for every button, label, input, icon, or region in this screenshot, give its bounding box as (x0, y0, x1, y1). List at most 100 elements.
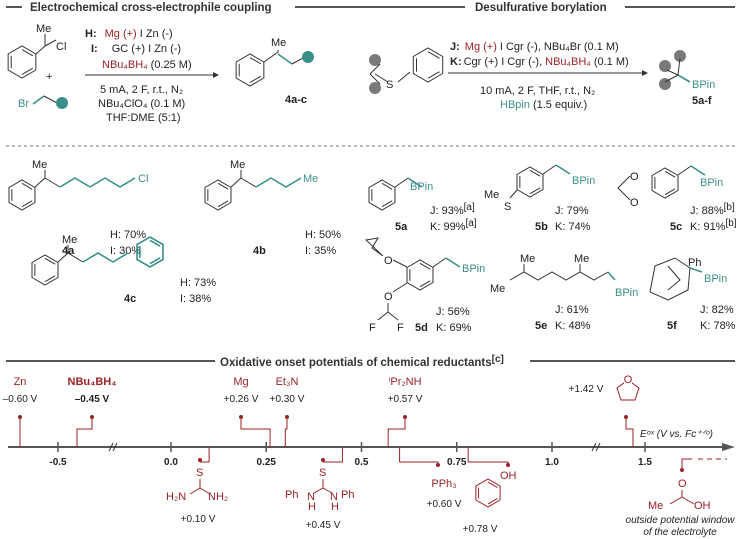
yield-value: H: 70% (110, 229, 146, 241)
atom-label: NH₂ (208, 491, 228, 503)
reductant-marker: OH +0.78 V (463, 447, 517, 535)
bond (607, 271, 616, 281)
marker-dot (321, 458, 325, 462)
atom-label: S (196, 467, 203, 479)
yield-line-1: H: 50% (305, 229, 341, 241)
yield-value: I: 30% (110, 245, 141, 257)
bond (313, 479, 333, 494)
note-text: outside potential window (626, 515, 736, 526)
bond (392, 259, 408, 268)
yield-value: I: 38% (180, 293, 211, 305)
atom-label: Me (230, 159, 245, 171)
yield-value: K: 99% (430, 221, 466, 233)
atom-label: Me (490, 283, 505, 295)
yield-value: K: 74% (555, 221, 591, 233)
atom-label: F (369, 322, 376, 334)
compound-label: 5a-f (692, 95, 712, 107)
atom-label: BPin (704, 273, 727, 285)
double-bond (529, 169, 541, 177)
potential-value: +0.26 V (224, 394, 259, 405)
yield-value: J: 56% (436, 306, 470, 318)
reductant-name: NBu₄BH₄ (68, 376, 117, 388)
atom-label: Me (32, 159, 47, 171)
yield-value: K: 91% (690, 221, 726, 233)
atom-label: Me (303, 173, 318, 185)
benzene-ring (475, 478, 501, 508)
yield-value: I: 35% (305, 245, 336, 257)
connector-line (284, 417, 288, 447)
compound-label: 4a (62, 245, 75, 257)
tick-label: 0.75 (447, 457, 467, 468)
bond (509, 264, 609, 281)
atom-label: BPin (462, 263, 485, 275)
yield-line-1: H: 70% (110, 229, 146, 241)
header-borylation-text: Desulfurative borylation (475, 2, 607, 14)
bond (669, 490, 695, 505)
cond-line1: 5 mA, 2 F, r.t., N₂ (100, 84, 183, 96)
bond (189, 479, 211, 495)
double-bond (381, 182, 393, 190)
yield-line-1: H: 73% (180, 277, 216, 289)
double-bond (217, 182, 229, 190)
connector-line (322, 447, 343, 463)
double-bond (664, 170, 676, 178)
borylation-reaction: S J: Mg (+) I Cgr (-), NBu₄Br (0.1 M) K: Cg… (369, 41, 715, 111)
marker-dot (198, 458, 202, 462)
double-bond (21, 182, 33, 190)
benzene-ring (31, 254, 59, 286)
yield-value: H: 50% (305, 229, 341, 241)
compound-label: 5f (667, 320, 677, 332)
connector-line (240, 417, 271, 447)
reductant-marker: Mg +0.26 V (224, 376, 271, 447)
reductant-name: PPh₃ (431, 478, 456, 490)
cond-line1: 10 mA, 2 F, THF, r.t., N₂ (480, 85, 595, 97)
bond (432, 257, 447, 268)
yield-value: J: 79% (555, 205, 589, 217)
atom-label: O (630, 197, 639, 209)
yield-value: J: 93% (430, 205, 464, 217)
bond (392, 282, 408, 293)
atom-label: Me (574, 253, 589, 265)
substituent-dot (56, 97, 68, 109)
bond (82, 252, 129, 263)
bond (34, 170, 61, 188)
reductant-marker: O +1.42 V (569, 374, 640, 447)
axis-label: Eᵒˣ (V vs. Fc⁺ᐟᵒ) (640, 429, 713, 440)
marker-dot (624, 415, 628, 419)
footnote-ref: [b] (724, 202, 735, 213)
benzene-ring (235, 53, 265, 87)
reductant-name: Et₃N (276, 376, 299, 388)
arrow-head (213, 72, 219, 78)
potential-value: –0.60 V (3, 394, 38, 405)
double-bond (249, 57, 262, 65)
double-bond (249, 75, 262, 83)
yield-line-2: K: 99%[a] (430, 218, 477, 233)
reductant-markers: Zn –0.60 V NBu₄BH₄ –0.45 V S H₂N NH₂ +0.10 V Mg +… (3, 374, 735, 538)
bond (89, 177, 136, 188)
yield-value: K: 48% (555, 320, 591, 332)
yield-line-1: J: 79% (555, 205, 589, 217)
atom-label: Me (520, 253, 535, 265)
marker-dot (285, 415, 289, 419)
header-potentials: Oxidative onset potentials of chemical r… (6, 354, 735, 369)
cond-hbpin: HBpin (1.5 equiv.) (500, 99, 587, 111)
atom-label: OH (694, 500, 711, 512)
connector-line (399, 447, 439, 465)
benzene-ring (368, 179, 396, 211)
atom-cl: Cl (56, 41, 66, 53)
atom-label: Ph (688, 257, 701, 269)
benzene-ring (8, 179, 36, 211)
compound-label: 5a (395, 221, 408, 233)
atom-bg (624, 374, 632, 384)
double-bond (44, 257, 56, 265)
tick-label: -0.5 (49, 457, 67, 468)
bond (677, 165, 692, 176)
footnote-ref: [a] (464, 202, 475, 213)
yield-line-2: K: 48% (555, 320, 591, 332)
double-bond (149, 257, 161, 265)
cond-k: K: Cgr (+) I Cgr (-), NBu₄BH₄ (0.1 M) (450, 56, 629, 68)
double-bond (419, 280, 431, 288)
cond-i: I: GC (+) I Zn (-) (91, 43, 181, 55)
